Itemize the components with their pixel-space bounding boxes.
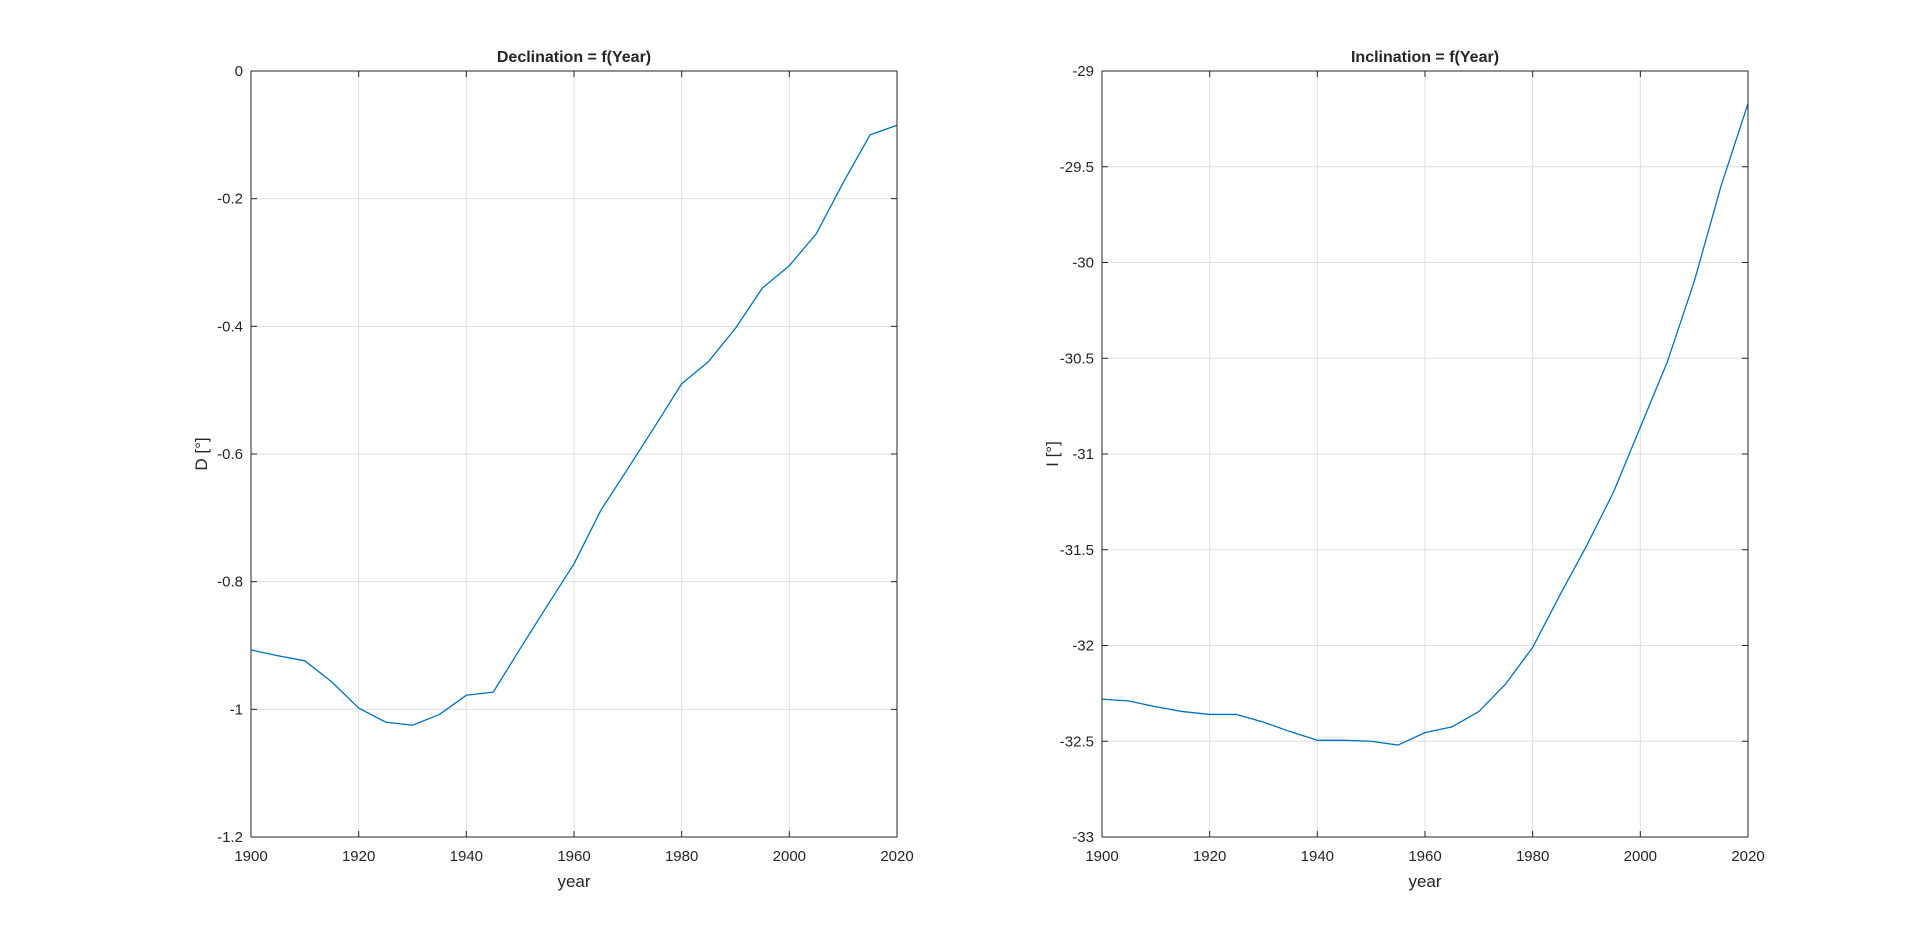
- y-tick-label: -32: [1072, 638, 1094, 655]
- x-tick-label: 2000: [773, 848, 806, 865]
- series-line-1: [1101, 103, 1749, 746]
- x-tick-label: 1900: [234, 848, 267, 865]
- chart-title: Declination = f(Year): [497, 49, 651, 66]
- y-tick-label: -32.5: [1060, 733, 1094, 750]
- y-tick-label: -33: [1072, 829, 1094, 846]
- x-tick-label: 1940: [1301, 848, 1334, 865]
- x-tick-label: 2000: [1624, 848, 1657, 865]
- y-tick-label: -29.5: [1060, 159, 1094, 176]
- y-tick-label: -0.2: [217, 191, 243, 208]
- y-tick-label: -0.4: [217, 318, 243, 335]
- x-tick-label: 1980: [1516, 848, 1549, 865]
- x-axis-label: year: [557, 872, 590, 891]
- y-tick-label: -30: [1072, 255, 1094, 272]
- x-tick-label: 1960: [1408, 848, 1441, 865]
- x-axis-label: year: [1408, 872, 1441, 891]
- x-tick-label: 2020: [880, 848, 913, 865]
- x-tick-label: 1980: [665, 848, 698, 865]
- y-tick-label: -0.8: [217, 574, 243, 591]
- y-tick-label: -1.2: [217, 829, 243, 846]
- x-tick-label: 1920: [342, 848, 375, 865]
- chart-title: Inclination = f(Year): [1351, 49, 1499, 66]
- y-axis-label: I [°]: [1043, 441, 1062, 467]
- chart-1: 1900 1920 1940 1960 1980 2000 2020 0 -0.2 -0.4 -0.…: [192, 49, 914, 891]
- chart-2: 1900 1920 1940 1960 1980 2000 2020 -29 -29.5 -30 -…: [1043, 49, 1765, 891]
- y-tick-label: -0.6: [217, 446, 243, 463]
- charts-layer: 1900 1920 1940 1960 1980 2000 2020 0 -0.2 -0.4 -0.…: [192, 49, 1765, 891]
- x-tick-label: 1940: [450, 848, 483, 865]
- y-tick-label: -30.5: [1060, 350, 1094, 367]
- x-tick-label: 2020: [1731, 848, 1764, 865]
- y-tick-label: 0: [235, 63, 243, 80]
- y-axis-label: D [°]: [192, 437, 211, 470]
- y-tick-label: -31.5: [1060, 542, 1094, 559]
- y-tick-label: -29: [1072, 63, 1094, 80]
- x-tick-label: 1920: [1193, 848, 1226, 865]
- y-tick-label: -31: [1072, 446, 1094, 463]
- y-tick-label: -1: [230, 701, 243, 718]
- x-tick-label: 1900: [1085, 848, 1118, 865]
- x-tick-label: 1960: [557, 848, 590, 865]
- series-line-1: [250, 124, 898, 726]
